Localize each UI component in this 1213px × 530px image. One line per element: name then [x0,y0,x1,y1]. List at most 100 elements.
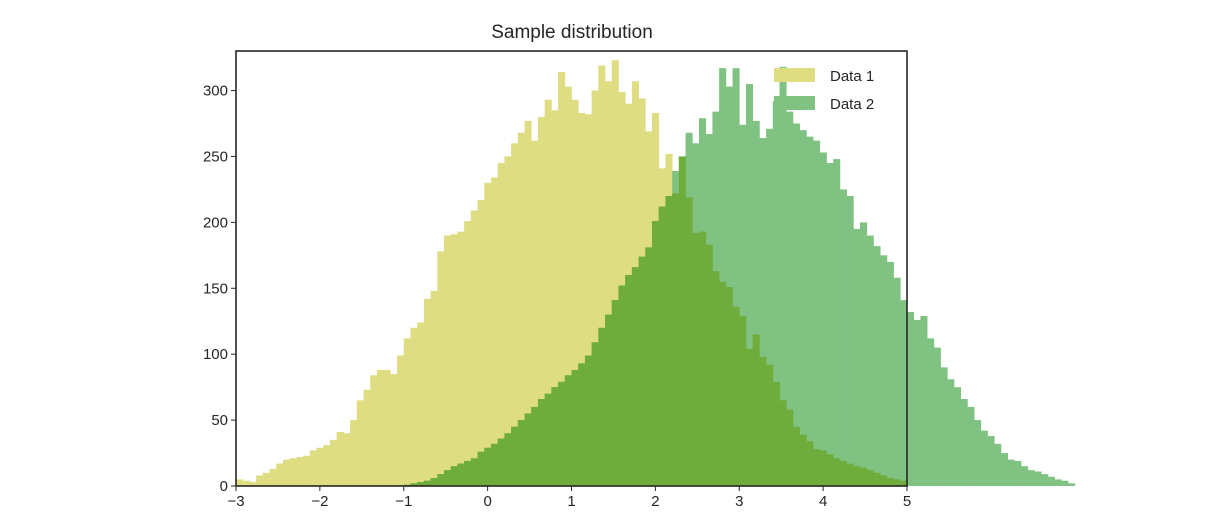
overlap-bar-8 [457,463,465,486]
bar-2-60 [806,136,814,486]
overlap-bar-73 [893,479,901,486]
x-tick-label: −3 [227,493,244,510]
bar-1-31 [444,235,452,486]
overlap-bar-40 [672,193,680,486]
bar-2-89 [1000,453,1008,486]
legend-label-1: Data 1 [830,68,874,85]
bar-2-56 [779,66,787,487]
bar-1-39 [497,163,505,486]
bar-1-54 [598,65,606,486]
bar-1-9 [296,457,304,486]
legend-swatch-2 [774,96,815,110]
bar-2-61 [813,140,821,487]
overlap-bar-37 [652,221,660,486]
bar-1-19 [363,389,371,486]
overlap-bar-43 [692,232,700,486]
bar-1-40 [504,156,512,487]
overlap-bar-32 [618,285,626,486]
bar-1-18 [356,400,364,486]
overlap-bar-72 [886,478,894,486]
bar-1-25 [403,338,411,486]
overlap-bar-44 [698,231,707,486]
overlap-bar-46 [712,271,720,486]
bar-2-58 [792,123,800,486]
bar-1-30 [437,251,445,486]
bar-2-49 [732,68,740,487]
y-tick-label: 100 [203,346,228,363]
bar-2-91 [1014,460,1022,486]
bar-1-24 [397,355,405,486]
bar-2-82 [953,387,962,486]
x-tick-label: −2 [311,493,328,510]
bar-2-79 [933,347,941,486]
overlap-bar-26 [578,363,586,486]
bar-1-52 [584,114,592,486]
overlap-bar-17 [517,420,525,486]
bar-1-28 [423,298,431,486]
overlap-bar-10 [470,458,478,486]
bar-2-69 [866,235,874,486]
bar-1-27 [417,322,425,486]
overlap-bar-58 [792,426,800,486]
bar-2-86 [980,430,988,486]
overlap-bar-29 [598,327,606,486]
overlap-bar-18 [524,413,532,486]
y-tick-label: 50 [211,412,228,429]
overlap-bar-48 [725,286,733,486]
overlap-bar-28 [591,342,599,486]
overlap-bar-68 [860,467,868,486]
overlap-bar-6 [444,470,452,486]
bar-1-37 [484,182,492,486]
bar-2-65 [839,189,847,486]
overlap-bar-55 [772,381,780,486]
bar-1-7 [282,459,291,486]
overlap-bar-16 [511,426,519,486]
bar-2-54 [766,128,774,487]
bar-2-71 [880,255,888,486]
legend-label-2: Data 2 [830,96,874,113]
bar-2-72 [886,261,894,486]
y-tick-label: 150 [203,280,228,297]
overlap-bar-22 [551,387,559,486]
overlap-bar-51 [745,348,754,486]
bar-1-51 [578,112,586,487]
bar-2-88 [994,443,1002,486]
overlap-bar-5 [437,474,445,486]
bar-1-38 [490,177,499,486]
overlap-bar-61 [813,449,821,486]
overlap-bar-36 [645,247,653,486]
chart-title: Sample distribution [491,22,653,43]
bar-2-59 [799,130,807,486]
y-tick-label: 200 [203,214,228,231]
overlap-bar-41 [678,156,686,487]
bar-2-70 [873,246,881,486]
histogram-bars [236,60,1076,487]
x-tick-label: 4 [819,493,827,510]
x-tick-label: 5 [903,493,911,510]
overlap-bar-21 [544,393,552,486]
bar-2-92 [1021,466,1029,486]
bar-1-13 [323,445,331,486]
bar-1-35 [470,210,478,486]
overlap-bar-50 [739,315,747,486]
bar-1-6 [276,463,284,486]
bar-2-77 [920,315,928,486]
bar-2-97 [1054,479,1062,486]
bar-1-46 [544,99,552,486]
y-tick-label: 250 [203,148,228,165]
bar-2-95 [1041,474,1049,486]
bar-1-49 [564,86,572,486]
bar-2-66 [846,196,854,486]
bar-1-2 [249,482,257,486]
overlap-bar-69 [866,470,874,486]
overlap-bar-65 [839,460,847,486]
bar-2-80 [940,367,948,486]
overlap-bar-9 [464,460,472,486]
bar-1-22 [383,370,391,486]
y-axis-ticks: 0 50 100 150 200 250 300 [203,83,236,495]
x-tick-label: 3 [735,493,743,510]
overlap-bar-60 [806,441,814,486]
bar-1-45 [537,116,546,486]
overlap-bar-59 [799,434,807,486]
bar-1-53 [591,90,599,486]
